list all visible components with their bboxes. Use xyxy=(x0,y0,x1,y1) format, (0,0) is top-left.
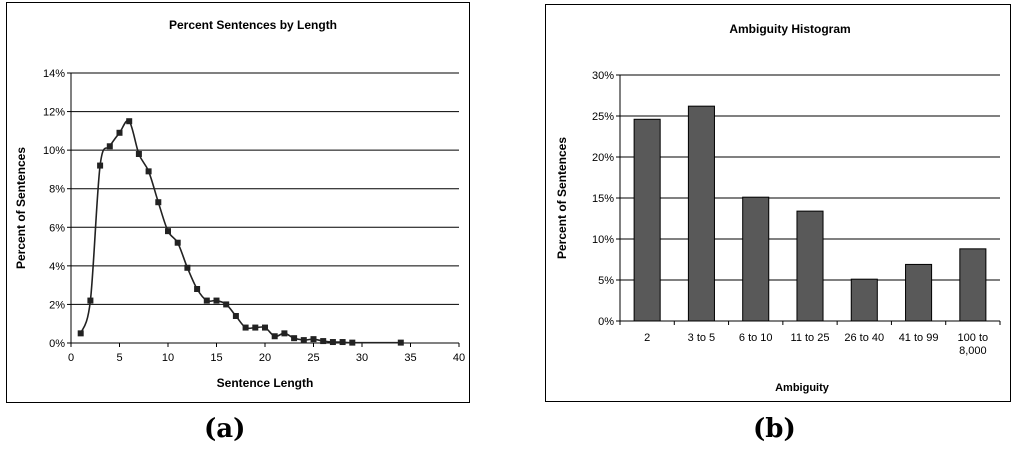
y-tick-label: 4% xyxy=(49,261,65,273)
chart-a-frame: Percent Sentences by Length 0% 2% 4% 6% 8% 10%… xyxy=(6,2,470,403)
data-point xyxy=(194,286,201,292)
data-point xyxy=(223,301,230,308)
series-line xyxy=(79,119,401,344)
data-point xyxy=(291,335,298,342)
data-point xyxy=(320,338,327,345)
panel-a: Percent Sentences by Length 0% 2% 4% 6% 8% 10%… xyxy=(0,0,500,449)
bar xyxy=(796,210,824,322)
line-chart: Percent Sentences by Length 0% 2% 4% 6% 8% 10%… xyxy=(14,18,465,390)
data-point xyxy=(310,336,317,343)
data-point xyxy=(232,313,239,319)
panel-b: Ambiguity Histogram 0% 5% 10% 15% 20% 25% 30% 2 3… xyxy=(500,0,1016,449)
y-tick-label: 12% xyxy=(43,107,65,119)
data-point xyxy=(87,297,94,304)
data-point xyxy=(300,337,307,344)
data-point xyxy=(97,162,104,169)
chart-b-frame: Ambiguity Histogram 0% 5% 10% 15% 20% 25% 30% 2 3… xyxy=(545,4,1011,402)
data-point xyxy=(116,129,123,136)
x-tick-label: 40 xyxy=(453,352,465,364)
caption-b: (b) xyxy=(753,414,796,444)
data-point xyxy=(242,324,249,331)
bar-chart: Ambiguity Histogram 0% 5% 10% 15% 20% 25% 30% 2 3… xyxy=(555,22,1001,394)
data-point xyxy=(281,330,288,337)
y-tick-label: 15% xyxy=(592,193,614,205)
data-point xyxy=(155,199,162,206)
x-tick-label: 11 to 25 xyxy=(791,332,830,344)
chart-a-title: Percent Sentences by Length xyxy=(169,18,337,32)
data-point xyxy=(135,151,142,157)
x-tick-label: 5 xyxy=(116,352,122,364)
bar xyxy=(633,118,661,322)
x-tick-label: 2 xyxy=(644,332,650,344)
y-tick-label: 10% xyxy=(43,145,65,157)
x-tick-label: 30 xyxy=(356,352,368,364)
y-axis-label: Percent of Sentences xyxy=(14,147,28,269)
x-axis-label: Ambiguity xyxy=(775,382,830,394)
y-tick-label: 2% xyxy=(49,299,65,311)
y-tick-label: 10% xyxy=(592,234,614,246)
y-axis-label: Percent of Sentences xyxy=(555,137,569,259)
x-tick-label: 6 to 10 xyxy=(739,332,773,344)
y-tick-label: 25% xyxy=(592,111,614,123)
data-point xyxy=(106,143,113,150)
chart-b-title: Ambiguity Histogram xyxy=(729,22,850,36)
y-tick-label: 5% xyxy=(598,275,614,287)
bar xyxy=(850,278,878,322)
caption-a: (a) xyxy=(204,414,246,444)
bar xyxy=(905,263,933,322)
data-point xyxy=(126,118,133,125)
y-tick-label: 0% xyxy=(49,338,65,350)
x-tick-label: 10 xyxy=(162,352,174,364)
x-tick-label: 35 xyxy=(404,352,416,364)
data-point xyxy=(213,297,220,304)
x-tick-label: 41 to 99 xyxy=(899,332,939,344)
y-tick-label: 30% xyxy=(592,70,614,82)
y-tick-label: 8% xyxy=(49,184,65,196)
bar xyxy=(687,105,715,322)
data-point xyxy=(397,339,404,346)
x-axis-label: Sentence Length xyxy=(217,376,314,390)
y-tick-label: 0% xyxy=(598,316,614,328)
bar xyxy=(742,196,770,322)
x-tick-label: 15 xyxy=(210,352,222,364)
y-tick-label: 14% xyxy=(43,68,65,80)
bar xyxy=(959,248,987,322)
x-tick-label: 25 xyxy=(307,352,319,364)
x-tick-label: 100 to 8,000 xyxy=(958,332,989,357)
data-point xyxy=(77,330,84,337)
data-point xyxy=(145,168,152,175)
data-point xyxy=(349,339,356,346)
data-point xyxy=(329,339,336,346)
data-point xyxy=(252,324,259,331)
x-tick-label: 0 xyxy=(68,352,74,364)
x-tick-label: 20 xyxy=(259,352,271,364)
y-tick-label: 20% xyxy=(592,152,614,164)
data-point xyxy=(203,297,210,304)
data-point xyxy=(165,228,171,235)
y-tick-label: 6% xyxy=(49,222,65,234)
data-point xyxy=(271,333,278,340)
x-tick-label: 26 to 40 xyxy=(844,332,884,344)
data-point xyxy=(174,239,181,246)
data-point xyxy=(339,339,346,346)
data-point xyxy=(262,324,268,331)
x-tick-label: 3 to 5 xyxy=(688,332,716,344)
data-point xyxy=(184,264,191,271)
